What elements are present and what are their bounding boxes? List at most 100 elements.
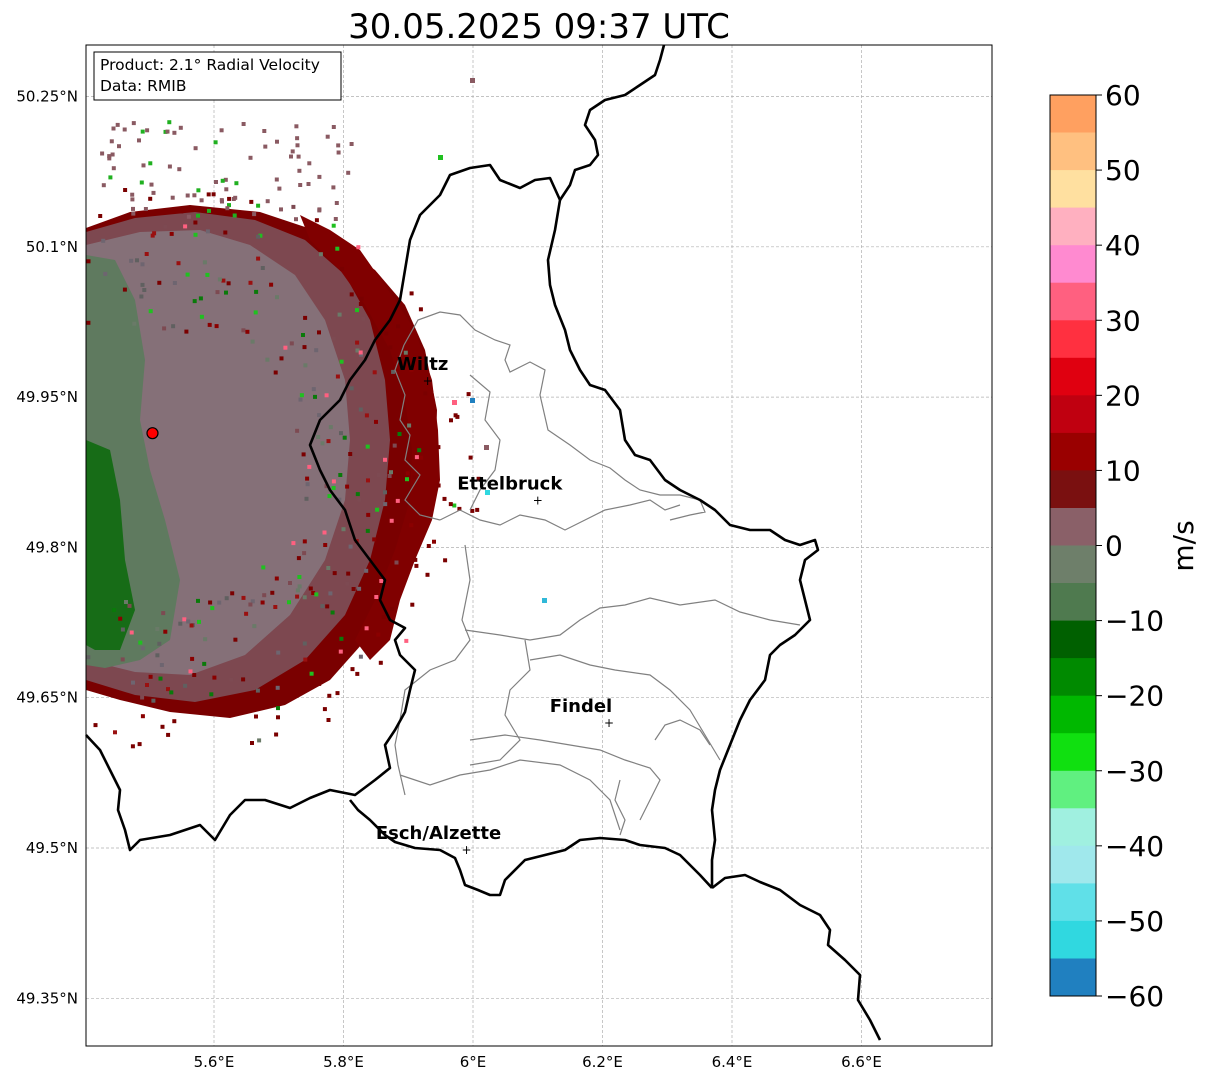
y-tick-label: 49.65°N xyxy=(16,689,78,707)
echo-speckle xyxy=(331,336,336,341)
echo-speckle xyxy=(311,387,316,392)
echo-speckle xyxy=(274,732,279,737)
echo-speckle xyxy=(387,474,392,478)
canton-borders xyxy=(394,311,801,836)
echo-speckle xyxy=(291,541,296,546)
colorbar-segment xyxy=(1050,470,1096,509)
echo-speckle xyxy=(120,627,125,632)
echo-speckle xyxy=(129,258,134,263)
echo-speckle xyxy=(198,296,203,301)
colorbar-segment xyxy=(1050,170,1096,209)
echo-field-inbound-dark xyxy=(86,440,135,650)
echo-speckle xyxy=(413,557,418,562)
echo-speckle xyxy=(452,503,457,508)
echo-speckle xyxy=(217,277,222,282)
echo-speckle xyxy=(276,706,280,711)
echo-cell xyxy=(470,398,475,403)
echo-speckle xyxy=(250,339,255,344)
echo-speckle xyxy=(169,690,174,695)
echo-speckle xyxy=(256,203,261,208)
colorbar-segment xyxy=(1050,583,1096,621)
echo-speckle xyxy=(214,324,219,329)
echo-speckle xyxy=(338,649,343,654)
echo-speckle xyxy=(140,646,145,651)
radar-site-marker xyxy=(146,427,159,440)
echo-speckle xyxy=(289,341,294,346)
echo-speckle xyxy=(410,602,415,607)
echo-speckle xyxy=(103,271,108,276)
echo-speckle xyxy=(358,654,363,659)
x-tick-label: 6°E xyxy=(460,1053,487,1071)
echo-speckle xyxy=(130,744,135,749)
colorbar-segment xyxy=(1050,207,1096,246)
echo-speckle xyxy=(250,741,254,745)
echo-speckle xyxy=(359,296,364,301)
echo-speckle xyxy=(111,126,116,131)
colorbar-segment xyxy=(1050,695,1096,734)
colorbar-segments xyxy=(1050,95,1096,997)
echo-speckle xyxy=(311,591,316,595)
echo-speckle xyxy=(275,139,279,144)
echo-speckle xyxy=(199,314,204,319)
echo-speckle xyxy=(357,586,362,591)
echo-speckle xyxy=(339,359,344,364)
echo-speckle xyxy=(112,608,117,612)
echo-speckle xyxy=(358,407,363,412)
echo-speckle xyxy=(166,732,171,737)
echo-speckle xyxy=(274,576,279,581)
echo-speckle xyxy=(317,330,321,335)
echo-speckle xyxy=(196,213,200,218)
echo-speckle-red xyxy=(300,215,440,660)
echo-speckle xyxy=(148,674,153,679)
echo-speckle xyxy=(332,571,337,576)
echo-speckle xyxy=(163,224,168,229)
echo-speckle xyxy=(404,638,409,643)
echo-cell xyxy=(438,155,443,160)
echo-speckle xyxy=(443,558,448,563)
echo-speckle xyxy=(302,641,307,646)
echo-speckle xyxy=(294,217,298,222)
echo-speckle xyxy=(349,386,354,391)
x-tick-label: 6.2°E xyxy=(582,1053,623,1071)
echo-speckle xyxy=(295,136,300,141)
echo-speckle xyxy=(308,586,313,591)
echo-speckle xyxy=(341,527,346,532)
echo-speckle xyxy=(470,508,475,513)
echo-speckle xyxy=(394,560,399,565)
city-marker-plus: + xyxy=(461,843,471,857)
echo-speckle xyxy=(339,431,343,436)
city-marker-plus: + xyxy=(423,374,433,388)
echo-speckle xyxy=(334,201,339,205)
echo-speckle xyxy=(364,568,369,573)
echo-speckle xyxy=(276,650,281,655)
echo-speckle xyxy=(122,127,127,132)
echo-speckle xyxy=(426,544,431,548)
echo-speckle xyxy=(193,220,198,225)
echo-speckle xyxy=(192,299,197,304)
echo-speckle xyxy=(307,464,312,469)
echo-speckle xyxy=(349,142,354,146)
colorbar-label: m/s xyxy=(1167,520,1200,571)
y-tick-label: 49.5°N xyxy=(26,839,78,857)
echo-speckle xyxy=(339,636,344,641)
echo-speckle xyxy=(162,326,167,331)
echo-speckle xyxy=(138,640,143,645)
echo-speckle xyxy=(207,322,212,327)
echo-speckle xyxy=(383,490,387,495)
colorbar-ticks: 60 50 40 30 20 10 0 −10 −20 −30 −40 −50 −60 xyxy=(1096,79,1164,1013)
echo-speckle xyxy=(346,571,351,576)
echo-speckle xyxy=(302,539,307,544)
echo-speckle xyxy=(123,188,128,192)
echo-speckle xyxy=(202,260,207,265)
echo-speckle xyxy=(414,455,419,460)
echo-speckle xyxy=(323,543,328,547)
colorbar-segment xyxy=(1050,620,1096,659)
echo-speckle xyxy=(210,606,215,611)
echo-speckle xyxy=(140,695,145,700)
colorbar-segment xyxy=(1050,282,1096,321)
echo-speckle xyxy=(241,328,246,333)
echo-speckle xyxy=(419,455,424,460)
echo-speckle xyxy=(327,693,332,698)
echo-speckle xyxy=(331,479,336,484)
echo-speckle xyxy=(130,197,135,202)
